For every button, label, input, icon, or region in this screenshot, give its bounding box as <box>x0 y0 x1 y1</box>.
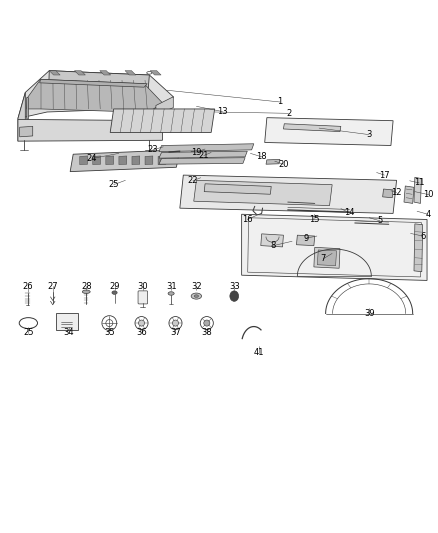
FancyBboxPatch shape <box>56 313 78 330</box>
Ellipse shape <box>173 320 179 326</box>
Text: 37: 37 <box>170 328 181 337</box>
Polygon shape <box>125 71 136 75</box>
Text: 9: 9 <box>304 233 309 243</box>
Text: 1: 1 <box>277 98 283 107</box>
Polygon shape <box>242 214 427 280</box>
Polygon shape <box>80 156 88 165</box>
Polygon shape <box>204 184 271 194</box>
Polygon shape <box>159 158 245 164</box>
Polygon shape <box>18 71 173 118</box>
Polygon shape <box>100 71 111 75</box>
Polygon shape <box>404 186 414 204</box>
Text: 30: 30 <box>138 281 148 290</box>
Polygon shape <box>48 71 149 101</box>
Polygon shape <box>70 150 180 172</box>
Text: 21: 21 <box>198 151 209 160</box>
Polygon shape <box>150 71 161 75</box>
Text: 3: 3 <box>367 130 372 139</box>
Text: 38: 38 <box>201 328 212 337</box>
Polygon shape <box>261 234 283 247</box>
Text: 39: 39 <box>364 309 374 318</box>
FancyBboxPatch shape <box>138 291 148 304</box>
Ellipse shape <box>138 320 145 326</box>
Polygon shape <box>159 151 247 158</box>
Polygon shape <box>414 177 421 204</box>
Text: 25: 25 <box>23 328 34 337</box>
Polygon shape <box>40 79 147 87</box>
Polygon shape <box>194 180 332 206</box>
Text: 14: 14 <box>344 208 355 217</box>
Text: 36: 36 <box>136 328 147 337</box>
Text: 16: 16 <box>242 215 253 224</box>
Polygon shape <box>194 176 205 182</box>
Polygon shape <box>297 235 315 246</box>
Text: 35: 35 <box>104 328 115 337</box>
Text: 22: 22 <box>187 176 198 185</box>
Ellipse shape <box>82 290 90 294</box>
Ellipse shape <box>204 320 210 326</box>
Polygon shape <box>49 71 60 75</box>
Text: 32: 32 <box>191 281 201 290</box>
Ellipse shape <box>112 291 117 294</box>
Polygon shape <box>18 119 162 141</box>
Polygon shape <box>93 156 101 165</box>
Polygon shape <box>283 124 341 132</box>
Text: 31: 31 <box>166 281 177 290</box>
Text: 5: 5 <box>378 216 383 225</box>
Polygon shape <box>27 79 162 112</box>
Ellipse shape <box>194 295 198 297</box>
Text: 8: 8 <box>271 241 276 250</box>
Polygon shape <box>162 97 173 120</box>
Polygon shape <box>20 126 33 137</box>
Polygon shape <box>266 159 280 164</box>
Text: 33: 33 <box>229 281 240 290</box>
Polygon shape <box>383 189 393 198</box>
Polygon shape <box>180 175 396 213</box>
Polygon shape <box>110 109 215 133</box>
Ellipse shape <box>191 293 201 299</box>
Text: 17: 17 <box>379 171 390 180</box>
Polygon shape <box>314 247 340 268</box>
Polygon shape <box>414 224 423 272</box>
Text: 19: 19 <box>191 148 201 157</box>
Text: 20: 20 <box>278 160 289 169</box>
Text: 10: 10 <box>424 190 434 199</box>
Polygon shape <box>156 97 173 115</box>
Text: 25: 25 <box>109 180 119 189</box>
Text: 12: 12 <box>391 188 402 197</box>
Polygon shape <box>159 144 254 151</box>
Text: 6: 6 <box>420 231 425 240</box>
Polygon shape <box>18 92 25 141</box>
Polygon shape <box>106 156 114 165</box>
Ellipse shape <box>168 292 174 295</box>
Polygon shape <box>119 156 127 165</box>
Polygon shape <box>318 250 336 265</box>
Ellipse shape <box>191 151 195 154</box>
Text: 26: 26 <box>22 281 33 290</box>
Text: 41: 41 <box>254 348 264 357</box>
Text: 29: 29 <box>110 281 120 290</box>
Ellipse shape <box>230 291 239 301</box>
Text: 27: 27 <box>47 281 58 290</box>
Polygon shape <box>74 71 85 75</box>
Text: 13: 13 <box>217 107 228 116</box>
Text: 34: 34 <box>64 328 74 337</box>
Polygon shape <box>145 156 153 165</box>
Ellipse shape <box>352 128 358 131</box>
Polygon shape <box>265 118 393 146</box>
Polygon shape <box>158 156 166 165</box>
Polygon shape <box>27 98 28 119</box>
Text: 23: 23 <box>148 146 158 155</box>
Text: 2: 2 <box>286 109 291 118</box>
Text: 4: 4 <box>425 210 431 219</box>
Text: 15: 15 <box>309 215 319 224</box>
Text: 7: 7 <box>321 254 326 263</box>
Text: 18: 18 <box>256 152 267 161</box>
Text: 28: 28 <box>81 281 92 290</box>
Text: 11: 11 <box>414 179 424 188</box>
Polygon shape <box>132 156 140 165</box>
Text: 24: 24 <box>87 154 97 163</box>
